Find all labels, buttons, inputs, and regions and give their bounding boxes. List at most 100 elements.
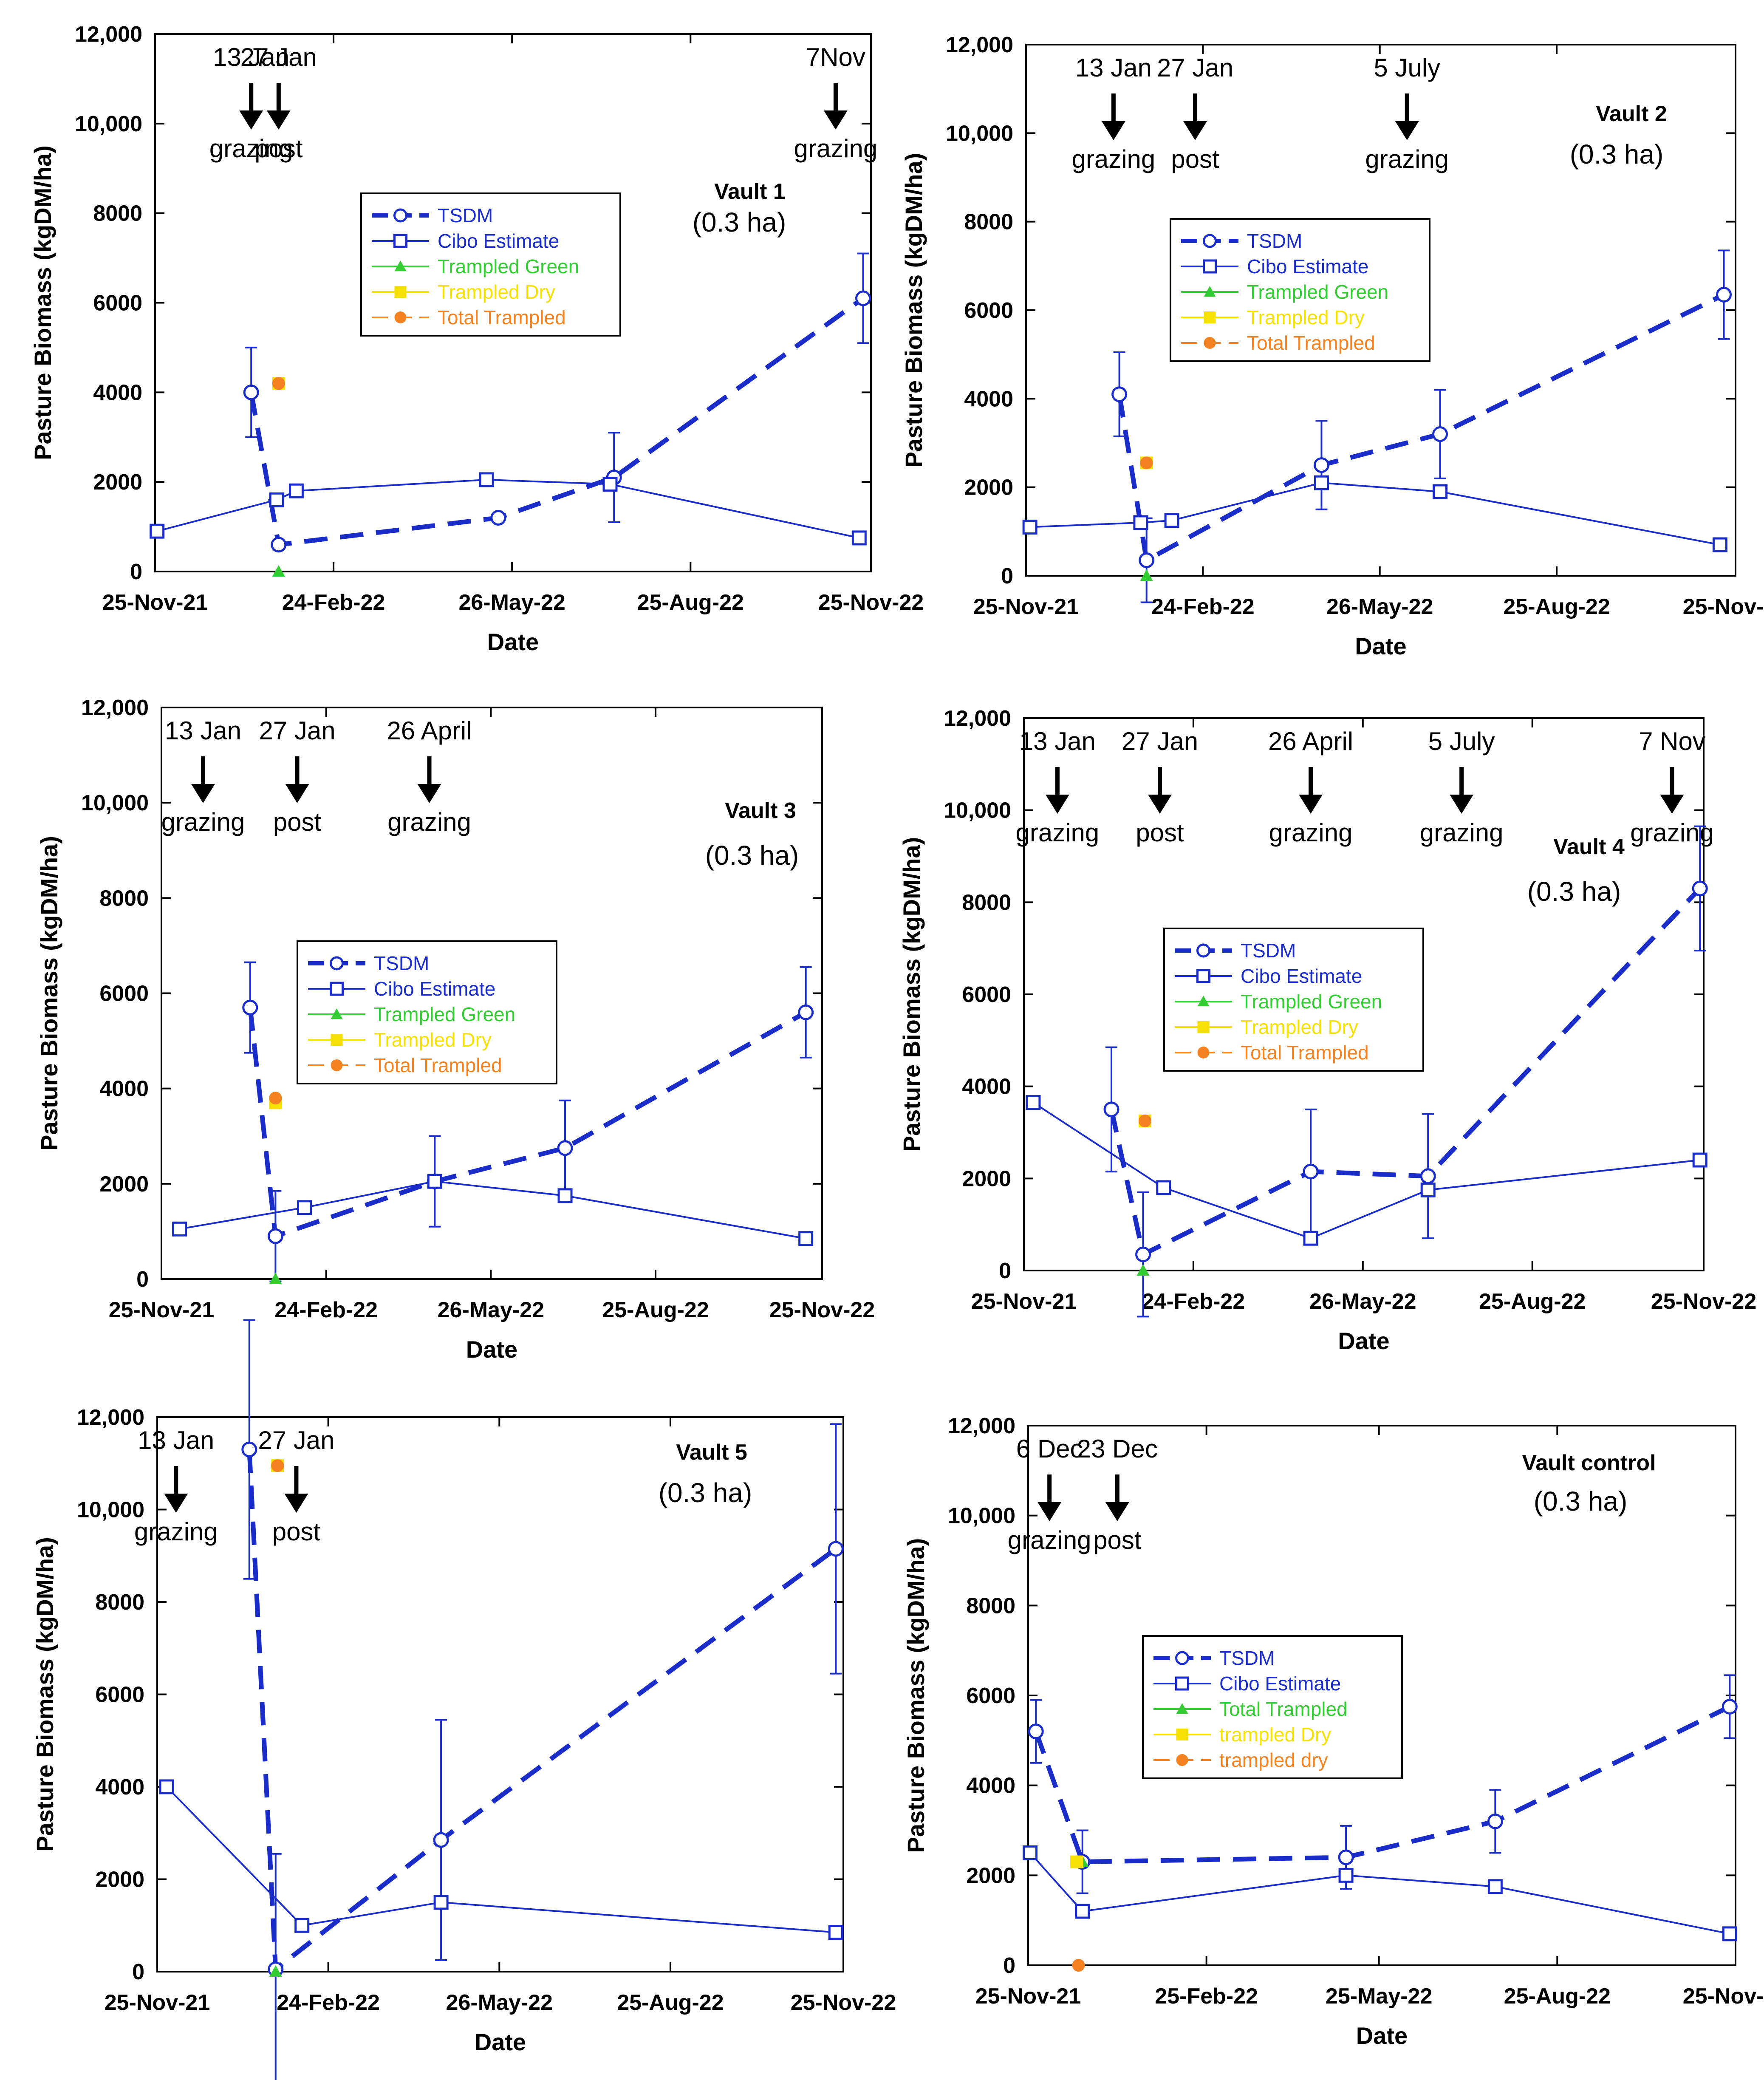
y-tick-label: 8000 [93, 201, 142, 226]
x-tick-label: 25-Nov-21 [971, 1289, 1077, 1314]
annotation-date: 6 Dec [1016, 1435, 1083, 1463]
annotation-date: 5 July [1374, 54, 1440, 82]
legend-entry: TSDM [1241, 940, 1296, 962]
legend: TSDM Cibo Estimate Total Trampled trampled … [1142, 1635, 1403, 1779]
annotation-label: grazing [1630, 818, 1714, 847]
x-axis-label: Date [475, 2029, 526, 2055]
annotation-label: grazing [134, 1517, 218, 1546]
annotation-label: post [254, 134, 303, 163]
annotation-date: 13 Jan [213, 43, 289, 71]
annotation: 5 July grazing [1365, 54, 1449, 173]
cibo-marker [427, 1174, 442, 1189]
x-tick-label: 24-Feb-22 [274, 1298, 378, 1322]
series-cibo-estimate [150, 472, 867, 546]
dot-marker [269, 1092, 282, 1105]
cibo-marker [1722, 1926, 1737, 1941]
triangle-marker [272, 565, 285, 577]
tsdm-marker [393, 208, 407, 223]
legend-entry: Total Trampled [438, 306, 566, 328]
annotation-label: grazing [387, 808, 471, 836]
dot-marker [1204, 337, 1216, 349]
y-tick-label: 6000 [962, 982, 1011, 1007]
cibo-line [166, 1786, 836, 1933]
x-tick-label: 25-Nov-22 [1683, 1984, 1764, 2009]
tsdm-marker [557, 1140, 573, 1156]
legend-entry: Cibo Estimate [1247, 255, 1368, 277]
tsdm-line [247, 1449, 837, 1974]
dot-marker [331, 1059, 343, 1071]
tsdm-marker [1103, 1101, 1119, 1118]
x-axis-label: Date [1338, 1327, 1389, 1354]
series-trampled-dry [1070, 1855, 1083, 1868]
series-trampled-green [269, 1965, 282, 1977]
y-tick-label: 0 [130, 560, 142, 584]
chart-vault-3: 0 2000 4000 6000 8000 10,000 12,000 25-Nov-21 24… [36, 696, 875, 1363]
series-tsdm [1028, 1674, 1738, 1894]
chart-area: (0.3 ha) [659, 1477, 752, 1508]
x-tick-label: 26-May-22 [446, 1990, 553, 2015]
y-tick-label: 4000 [95, 1775, 144, 1800]
tsdm-marker [1487, 1813, 1503, 1829]
annotation-label: grazing [794, 134, 878, 163]
legend-entry: Trampled Green [374, 1003, 515, 1025]
cibo-marker [1314, 475, 1329, 490]
x-tick-label: 25-Aug-22 [1479, 1289, 1586, 1314]
y-tick-label: 4000 [966, 1774, 1015, 1798]
annotation: 13 Jan grazing [134, 1426, 218, 1546]
series-cibo-estimate [159, 1779, 843, 1940]
tsdm-marker [1135, 1246, 1151, 1262]
tsdm-marker [1203, 234, 1217, 248]
annotation: 27 Jan post [259, 716, 335, 836]
x-tick-label: 25-Nov-21 [973, 594, 1079, 619]
series-total-trampled [269, 1092, 282, 1105]
legend-entry: Cibo Estimate [1241, 965, 1362, 987]
cibo-marker [1164, 513, 1179, 528]
y-tick-label: 0 [1001, 564, 1013, 589]
x-tick-label: 26-May-22 [1309, 1289, 1416, 1314]
square-marker [1204, 311, 1216, 323]
tsdm-marker [1692, 880, 1708, 897]
cibo-line [157, 478, 859, 539]
series-trampled-green [1140, 569, 1153, 581]
y-tick-label: 10,000 [77, 1498, 144, 1523]
triangle-marker [269, 1965, 282, 1977]
cibo-marker [1075, 1904, 1090, 1919]
legend-entry: TSDM [1219, 1647, 1275, 1669]
annotation: 13 Jan grazing [1016, 727, 1100, 847]
annotation-label: post [273, 808, 322, 836]
legend-entry: Trampled Green [1241, 990, 1382, 1013]
annotation-label: grazing [209, 134, 293, 163]
x-tick-label: 25-Nov-22 [818, 590, 924, 615]
y-tick-label: 12,000 [77, 1405, 144, 1430]
y-tick-label: 10,000 [81, 791, 149, 815]
annotation: 7Nov grazing [794, 43, 878, 163]
legend-entry: Cibo Estimate [438, 230, 559, 252]
down-arrow-icon [266, 110, 291, 130]
annotation-date: 27 Jan [1157, 54, 1233, 82]
annotation: 27 Jan post [1122, 727, 1198, 847]
y-tick-label: 8000 [95, 1590, 144, 1615]
tsdm-marker [1303, 1163, 1319, 1180]
annotation: 5 July grazing [1420, 727, 1504, 847]
x-tick-label: 25-May-22 [1326, 1984, 1432, 2009]
cibo-marker [1433, 484, 1448, 499]
y-tick-label: 10,000 [944, 798, 1011, 823]
chart-vault-2: 0 2000 4000 6000 8000 10,000 12,000 25-Nov-21 24… [900, 33, 1764, 659]
annotation-date: 27 Jan [258, 1426, 334, 1455]
y-tick-label: 2000 [964, 475, 1013, 500]
tsdm-marker [490, 510, 506, 526]
tsdm-marker [1175, 1651, 1189, 1665]
y-tick-label: 2000 [95, 1868, 144, 1892]
down-arrow-icon [1037, 1502, 1062, 1521]
x-tick-label: 24-Feb-22 [282, 590, 385, 615]
cibo-marker [1487, 1879, 1503, 1894]
x-tick-label: 26-May-22 [458, 590, 565, 615]
tsdm-marker [243, 384, 259, 400]
annotation: 27 Jan post [258, 1426, 334, 1546]
x-tick-label: 25-Aug-22 [1504, 1984, 1611, 2009]
down-arrow-icon [1183, 121, 1207, 140]
y-tick-label: 2000 [93, 470, 142, 495]
y-axis-label: Pasture Biomass (kgDM/ha) [31, 1537, 58, 1852]
chart-vault-control: 0 2000 4000 6000 8000 10,000 12,000 25-Nov-21 25… [902, 1414, 1764, 2049]
